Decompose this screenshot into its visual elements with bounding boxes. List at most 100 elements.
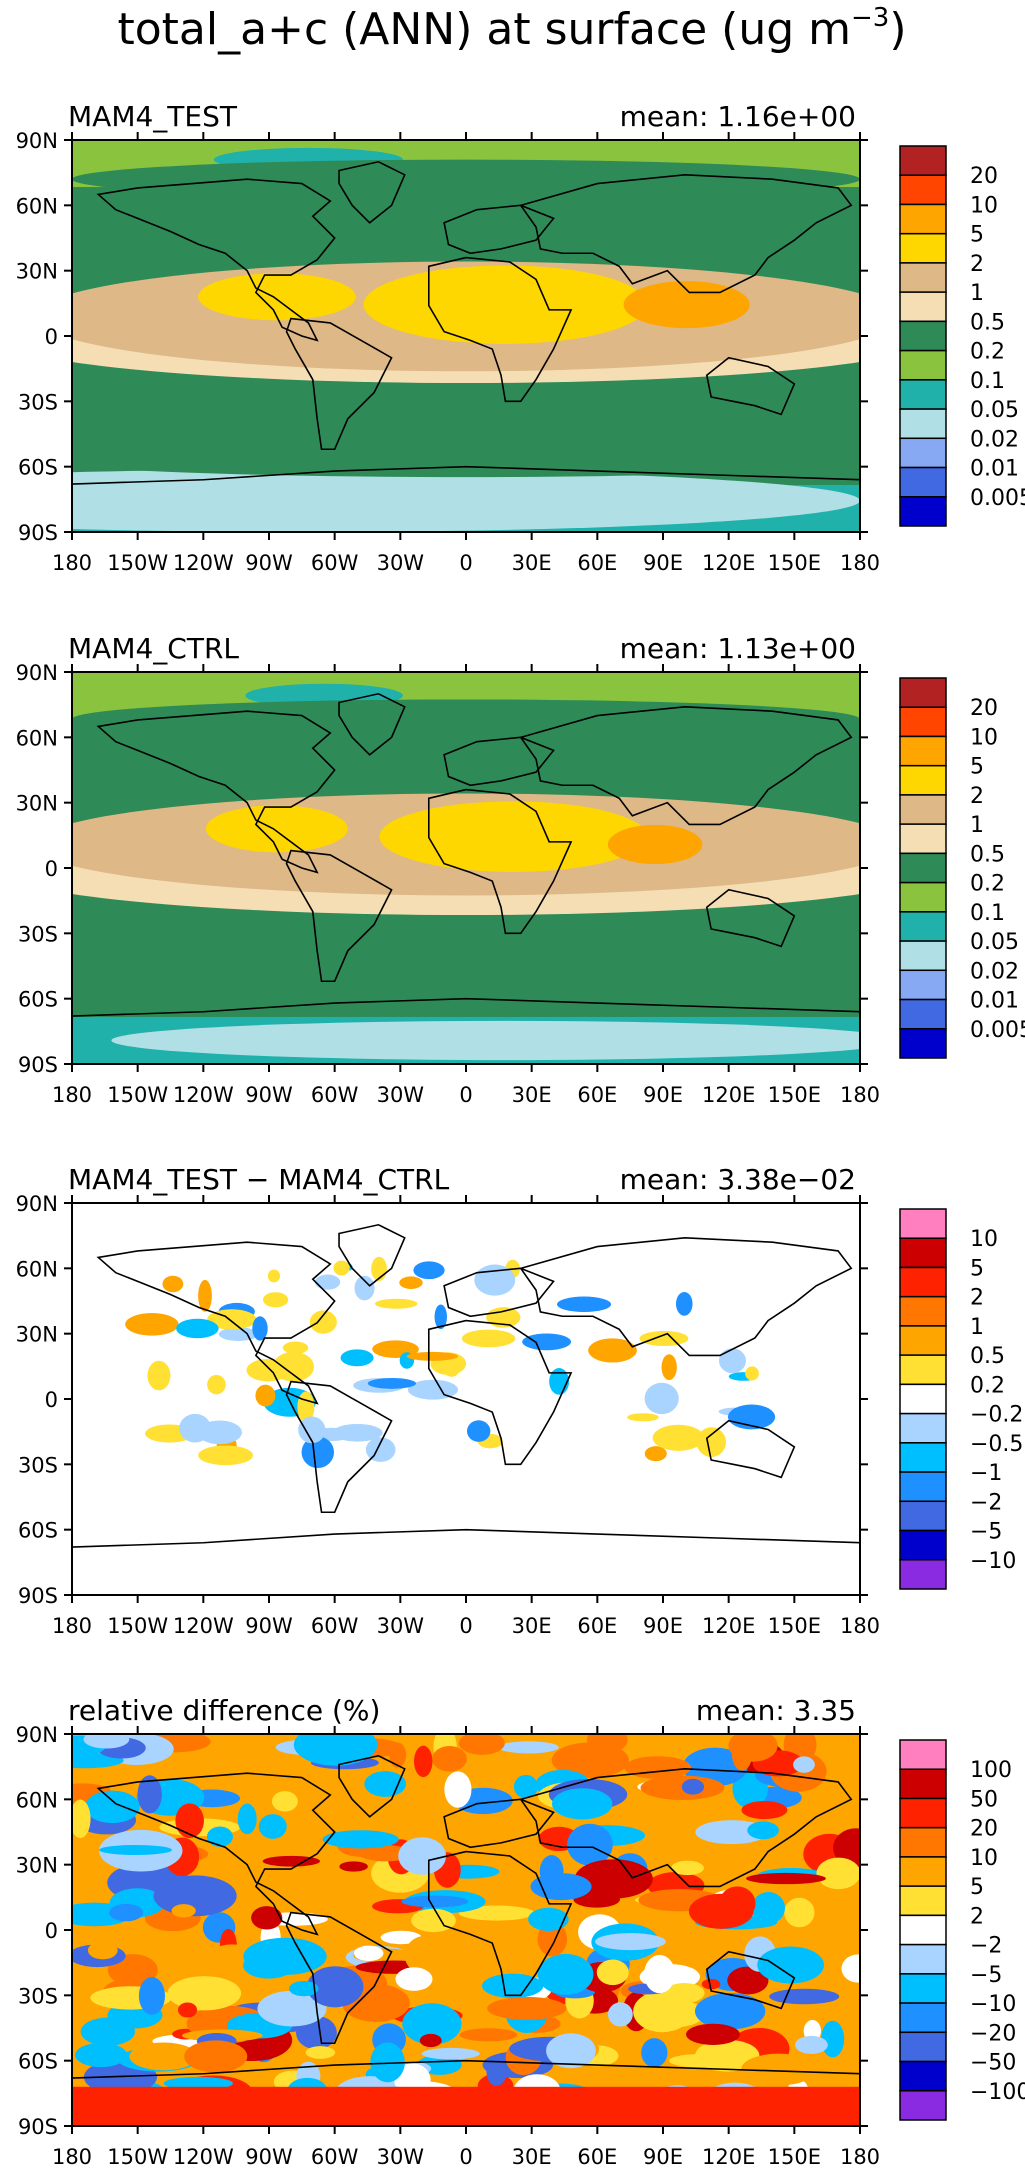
colorbar-box — [899, 1826, 947, 1858]
colorbar-label: −50 — [970, 2051, 1016, 2076]
colorbar-box — [899, 1529, 947, 1561]
colorbar-label: 0.5 — [970, 1344, 1005, 1369]
colorbar-box — [899, 174, 947, 206]
panel-mean-label: mean: 1.16e+00 — [620, 100, 856, 133]
colorbar-label: 100 — [970, 1758, 1012, 1783]
colorbar-box — [899, 2002, 947, 2034]
colorbar-label: −0.2 — [970, 1403, 1023, 1428]
lon-tick-label: 150W — [107, 551, 168, 575]
lon-tick-label: 120W — [173, 1614, 234, 1638]
colorbar-label: 10 — [970, 1227, 998, 1252]
colorbar-box — [899, 1500, 947, 1532]
colorbar-label: 0.2 — [970, 340, 1005, 365]
lon-tick-label: 90W — [245, 551, 293, 575]
lon-tick-label: 150E — [768, 1614, 821, 1638]
colorbar-box — [899, 1856, 947, 1887]
panel-left-label: MAM4_TEST — [68, 100, 238, 133]
colorbar-box — [899, 1471, 947, 1503]
lat-tick-label: 30S — [18, 1453, 58, 1477]
colorbar-label: 0.005 — [970, 486, 1025, 511]
colorbar-box — [899, 408, 947, 440]
lat-tick-label: 60N — [16, 1257, 58, 1281]
lon-tick-label: 90W — [245, 2145, 293, 2169]
colorbar-box — [899, 1325, 947, 1356]
lat-tick-label: 90S — [18, 521, 58, 545]
lat-tick-label: 0 — [45, 1919, 58, 1943]
colorbar-label: 10 — [970, 725, 998, 750]
colorbar-box — [899, 1266, 947, 1298]
lon-tick-label: 60E — [577, 1614, 617, 1638]
colorbar-box — [899, 969, 947, 1001]
lon-tick-label: 180 — [52, 2145, 92, 2169]
colorbar-label: 0.2 — [970, 872, 1005, 897]
lat-tick-label: 0 — [45, 325, 58, 349]
colorbar-label: −0.5 — [970, 1432, 1023, 1457]
colorbar-label: 1 — [970, 281, 984, 306]
lon-tick-label: 30W — [377, 2145, 425, 2169]
colorbar-box — [899, 794, 947, 825]
colorbar-box — [899, 1885, 947, 1917]
lat-tick-label: 90N — [16, 1723, 58, 1747]
colorbar-box — [899, 145, 947, 176]
lat-tick-label: 60N — [16, 194, 58, 218]
colorbar: 10 5 2 1 0.5 0.2 −0.2 −0.5 −1 −2 −5 −10 — [899, 1208, 1023, 1590]
panel-left-label: MAM4_CTRL — [68, 632, 239, 665]
lon-tick-label: 180 — [52, 1614, 92, 1638]
lon-tick-label: 30W — [377, 1083, 425, 1107]
lon-tick-label: 90E — [643, 2145, 683, 2169]
lon-tick-label: 60W — [311, 551, 359, 575]
colorbar: 20 10 5 2 1 0.5 0.2 0.1 0.05 0.02 0.01 0.005 — [899, 677, 1025, 1059]
lat-tick-label: 0 — [45, 1388, 58, 1412]
colorbar-box — [899, 1559, 947, 1590]
colorbar-label: −5 — [970, 1520, 1002, 1545]
lat-tick-label: 30S — [18, 922, 58, 946]
colorbar-box — [899, 881, 947, 913]
lat-tick-label: 90S — [18, 1584, 58, 1608]
colorbar-box — [899, 1797, 947, 1829]
colorbar-box — [899, 1442, 947, 1473]
colorbar-label: 2 — [970, 1904, 984, 1929]
colorbar-box — [899, 2031, 947, 2063]
colorbar-label: −2 — [970, 1490, 1002, 1515]
colorbar-label: 5 — [970, 1875, 984, 1900]
colorbar-box — [899, 232, 947, 264]
panel-left-label: MAM4_TEST − MAM4_CTRL — [68, 1163, 450, 1196]
panel-mean-label: mean: 3.35 — [696, 1694, 856, 1727]
lon-tick-label: 90E — [643, 1083, 683, 1107]
lon-tick-label: 30E — [512, 1614, 552, 1638]
colorbar-label: 1 — [970, 1315, 984, 1340]
colorbar-box — [899, 203, 947, 235]
lon-tick-label: 60E — [577, 551, 617, 575]
lat-tick-label: 30N — [16, 260, 58, 284]
colorbar-box — [899, 1914, 947, 1946]
colorbar-box — [899, 706, 947, 738]
lat-tick-label: 30S — [18, 1984, 58, 2008]
colorbar-box — [899, 1208, 947, 1239]
colorbar-label: 5 — [970, 755, 984, 780]
lon-tick-label: 0 — [459, 1083, 472, 1107]
colorbar-box — [899, 496, 947, 527]
lat-tick-label: 30S — [18, 390, 58, 414]
colorbar-label: 50 — [970, 1787, 998, 1812]
colorbar-label: 0.005 — [970, 1018, 1025, 1043]
figure-title-close: ) — [889, 4, 906, 55]
map-field — [72, 1734, 860, 2126]
lat-tick-label: 60S — [18, 2050, 58, 2074]
colorbar-label: 0.02 — [970, 427, 1019, 452]
colorbar-label: 0.2 — [970, 1373, 1005, 1398]
colorbar-label: −2 — [970, 1934, 1002, 1959]
colorbar-box — [899, 2090, 947, 2121]
lon-tick-label: 180 — [52, 1083, 92, 1107]
lon-tick-label: 30E — [512, 1083, 552, 1107]
lon-tick-label: 90E — [643, 1614, 683, 1638]
colorbar-label: −5 — [970, 1963, 1002, 1988]
lon-tick-label: 90W — [245, 1083, 293, 1107]
lon-tick-label: 180 — [840, 551, 880, 575]
colorbar-box — [899, 1383, 947, 1415]
colorbar-label: −10 — [970, 1549, 1016, 1574]
panel-1: MAM4_TEST mean: 1.16e+00 90N 60N 30N 0 30S 60S 9… — [16, 100, 1025, 575]
colorbar-box — [899, 379, 947, 410]
map-field — [72, 672, 860, 1064]
lon-tick-label: 150E — [768, 1083, 821, 1107]
